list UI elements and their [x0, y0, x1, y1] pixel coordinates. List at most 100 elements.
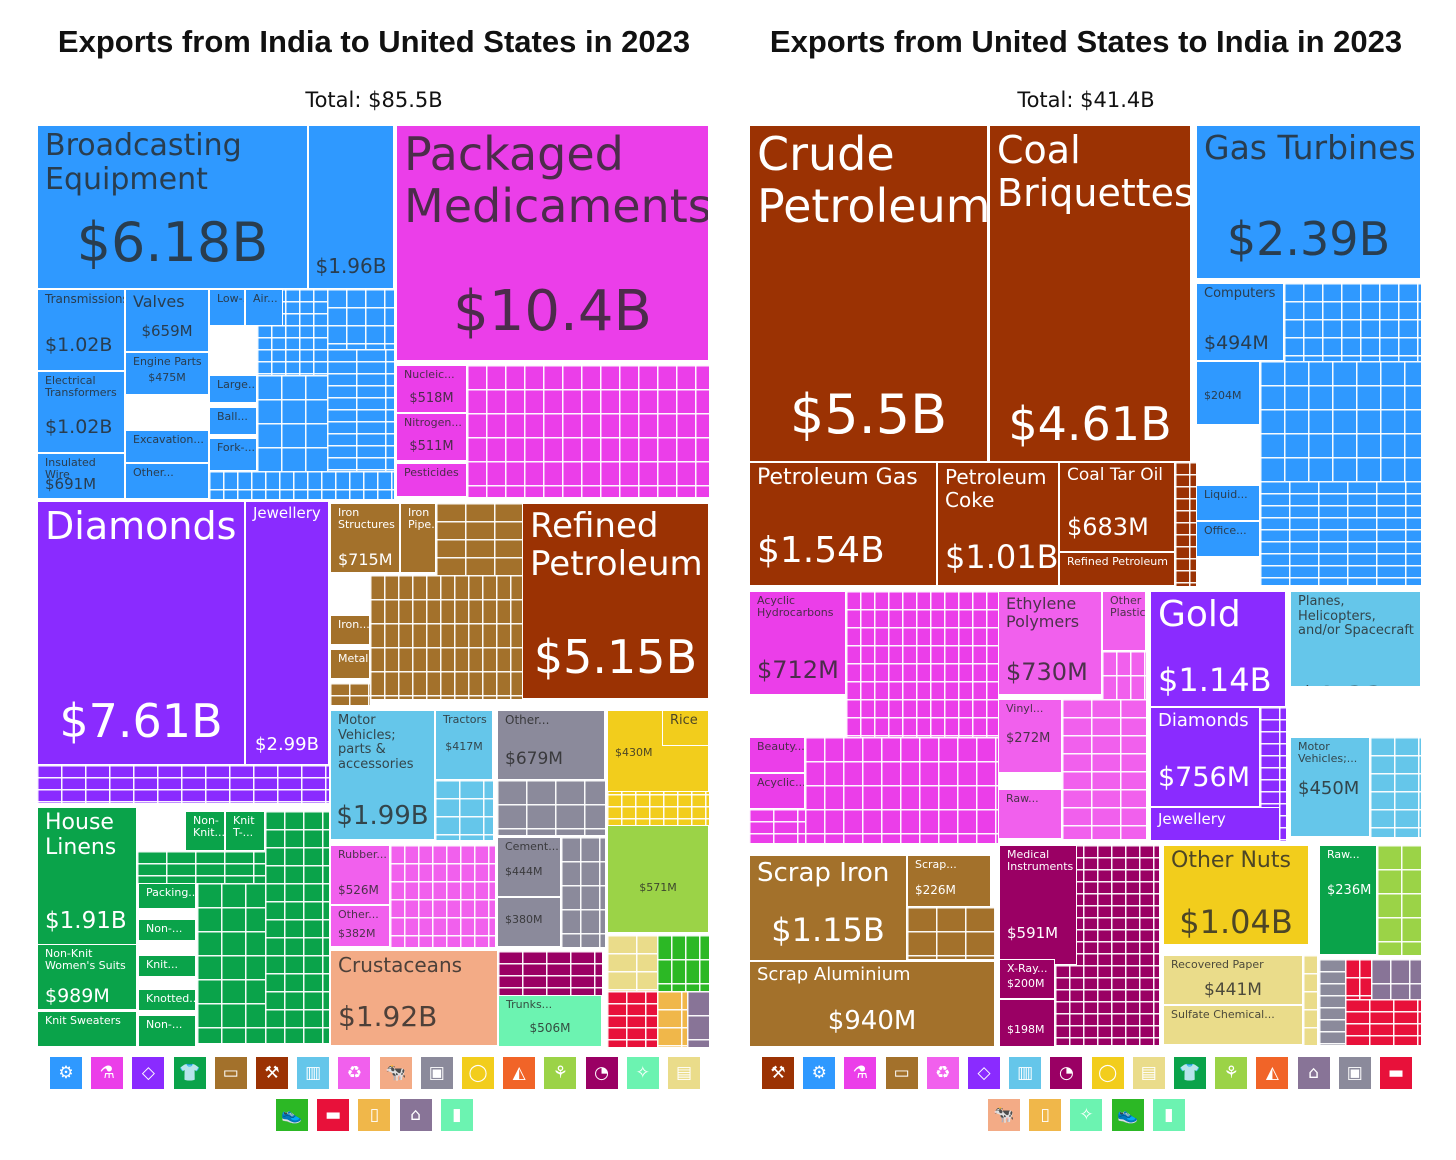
us-india-tile-204m[interactable]: $204M — [1196, 361, 1260, 425]
india-us-tile-metal[interactable]: Metal... — [330, 649, 370, 679]
india-us-tile-non[interactable]: Non-... — [138, 919, 196, 941]
recycle-icon[interactable]: ♻ — [338, 1057, 371, 1089]
us-india-tile-planes-helicopters-and-or-spacecraft[interactable]: Planes, Helicopters, and/or Spacecraft $1… — [1290, 591, 1421, 687]
us-india-tile-coal-briquettes[interactable]: Coal Briquettes $4.61B — [989, 125, 1191, 462]
gauge-icon[interactable]: ◔ — [1050, 1057, 1083, 1089]
india-us-tile-packaged-medicaments[interactable]: Packaged Medicaments $10.4B — [396, 125, 709, 361]
india-us-tile-380m[interactable]: $380M — [497, 897, 561, 947]
india-us-tile-571m[interactable]: $571M — [607, 825, 709, 933]
us-india-tile-beauty[interactable]: Beauty... — [749, 737, 805, 773]
us-india-tile-office[interactable]: Office... — [1196, 521, 1260, 557]
fruit-icon[interactable]: ◯ — [1091, 1057, 1124, 1089]
india-us-tile-crustaceans[interactable]: Crustaceans $1.92B — [330, 950, 498, 1046]
jar-icon[interactable]: ▯ — [358, 1099, 391, 1131]
anvil-icon[interactable]: ▭ — [214, 1057, 247, 1089]
india-us-tile-knit-t[interactable]: Knit T-... — [225, 811, 265, 851]
india-us-tile-other[interactable]: Other... — [125, 463, 209, 499]
us-india-tile-acyclic-hydrocarbons[interactable]: Acyclic Hydrocarbons $712M — [749, 591, 846, 695]
india-us-tile-valves[interactable]: Valves $659M — [125, 289, 209, 352]
ticket-icon[interactable]: ▬ — [317, 1099, 350, 1131]
india-us-tile-electrical-transformers[interactable]: Electrical Transformers $1.02B — [37, 371, 125, 453]
india-us-tile-jewellery[interactable]: Jewellery $2.99B — [245, 501, 329, 765]
us-india-tile-scrap[interactable]: Scrap... $226M — [907, 855, 991, 907]
us-india-tile-raw[interactable]: Raw... $236M — [1319, 845, 1377, 955]
india-us-tile-motor-vehicles-parts-accessories[interactable]: Motor Vehicles; parts & accessories $1.99… — [330, 710, 435, 840]
us-india-tile-coal-tar-oil[interactable]: Coal Tar Oil $683M — [1059, 462, 1175, 552]
india-us-tile-ball[interactable]: Ball... — [209, 407, 257, 435]
flask-icon[interactable]: ⚗ — [844, 1057, 877, 1089]
paper-icon[interactable]: ▤ — [668, 1057, 700, 1089]
pickaxe-icon[interactable]: ⚒ — [762, 1057, 794, 1089]
us-india-tile-ethylene-polymers[interactable]: Ethylene Polymers $730M — [998, 591, 1102, 695]
india-us-tile-non-knit-women-s-suits[interactable]: Non-Knit Women's Suits $989M — [37, 944, 137, 1010]
us-india-tile-motor-vehicles[interactable]: Motor Vehicles;... $450M — [1290, 737, 1370, 837]
us-india-tile-medical-instruments[interactable]: Medical Instruments $591M — [999, 845, 1077, 965]
india-us-tile-other[interactable]: Other... $679M — [497, 710, 605, 780]
india-us-tile-trunks[interactable]: Trunks... $506M — [498, 995, 602, 1047]
box-icon[interactable]: ▣ — [420, 1057, 453, 1089]
easel-icon[interactable]: ⌂ — [1297, 1057, 1330, 1089]
us-india-tile-acyclic[interactable]: Acyclic... — [749, 773, 805, 809]
road-icon[interactable]: ▥ — [1009, 1057, 1042, 1089]
shoe-icon[interactable]: 👟 — [276, 1099, 308, 1131]
us-india-tile-jewellery[interactable]: Jewellery — [1150, 807, 1280, 841]
india-us-tile-other[interactable]: Other... $382M — [330, 905, 390, 947]
india-us-tile-knotted[interactable]: Knotted... — [138, 989, 196, 1011]
india-us-tile-iron-structures[interactable]: Iron Structures $715M — [330, 503, 400, 573]
bullets-icon[interactable]: ▮ — [440, 1099, 473, 1131]
road-icon[interactable]: ▥ — [297, 1057, 330, 1089]
india-us-tile-pesticides[interactable]: Pesticides — [396, 463, 467, 497]
india-us-tile-iron[interactable]: Iron... — [330, 615, 370, 645]
india-us-tile-low[interactable]: Low-... — [209, 289, 245, 326]
india-us-tile-large[interactable]: Large... — [209, 375, 257, 403]
sandwich-icon[interactable]: ◭ — [1256, 1057, 1289, 1089]
us-india-tile-198m[interactable]: $198M — [999, 999, 1055, 1047]
us-india-tile-refined-petroleum[interactable]: Refined Petroleum — [1059, 552, 1175, 586]
us-india-tile-x-ray[interactable]: X-Ray... $200M — [999, 959, 1055, 999]
box-icon[interactable]: ▣ — [1338, 1057, 1371, 1089]
india-us-tile-cement[interactable]: Cement... $444M — [497, 837, 561, 897]
us-india-tile-diamonds[interactable]: Diamonds $756M — [1150, 707, 1260, 807]
wheat-icon[interactable]: ⚘ — [544, 1057, 577, 1089]
india-us-tile-engine-parts[interactable]: Engine Parts $475M — [125, 352, 209, 395]
india-us-tile-nitrogen[interactable]: Nitrogen... $511M — [396, 413, 467, 461]
paper-icon[interactable]: ▤ — [1132, 1057, 1165, 1089]
india-us-tile-knit-sweaters[interactable]: Knit Sweaters — [37, 1011, 137, 1047]
india-us-tile-1-96b[interactable]: $1.96B — [308, 125, 394, 289]
us-india-tile-raw[interactable]: Raw... — [998, 789, 1062, 839]
diamond-icon[interactable]: ◇ — [132, 1057, 165, 1089]
wheat-icon[interactable]: ⚘ — [1215, 1057, 1248, 1089]
india-us-tile-rice[interactable]: Rice — [662, 710, 709, 746]
gauge-icon[interactable]: ◔ — [585, 1057, 618, 1089]
india-us-tile-nucleic[interactable]: Nucleic... $518M — [396, 365, 467, 413]
sandwich-icon[interactable]: ◭ — [503, 1057, 536, 1089]
gear-icon[interactable]: ⚙ — [50, 1057, 82, 1089]
us-india-tile-crude-petroleum[interactable]: Crude Petroleum $5.5B — [749, 125, 988, 462]
pickaxe-icon[interactable]: ⚒ — [256, 1057, 288, 1089]
bullets-icon[interactable]: ▮ — [1152, 1099, 1185, 1131]
shoe-icon[interactable]: 👟 — [1111, 1099, 1144, 1131]
fruit-icon[interactable]: ◯ — [462, 1057, 494, 1089]
india-us-tile-refined-petroleum[interactable]: Refined Petroleum $5.15B — [522, 503, 709, 699]
us-india-tile-scrap-aluminium[interactable]: Scrap Aluminium $940M — [749, 961, 995, 1047]
us-india-tile-liquid[interactable]: Liquid... — [1196, 485, 1260, 521]
us-india-tile-other-nuts[interactable]: Other Nuts $1.04B — [1163, 845, 1309, 945]
us-india-tile-gas-turbines[interactable]: Gas Turbines $2.39B — [1196, 125, 1421, 279]
india-us-tile-air[interactable]: Air... — [245, 289, 283, 326]
us-india-tile-vinyl[interactable]: Vinyl... $272M — [998, 699, 1062, 773]
flask-icon[interactable]: ⚗ — [91, 1057, 124, 1089]
us-india-tile-computers[interactable]: Computers $494M — [1196, 283, 1284, 361]
cow-icon[interactable]: 🐄 — [988, 1099, 1020, 1131]
ticket-icon[interactable]: ▬ — [1380, 1057, 1412, 1089]
india-us-tile-diamonds[interactable]: Diamonds $7.61B — [37, 501, 245, 765]
hide-icon[interactable]: ✧ — [626, 1057, 659, 1089]
india-us-tile-non-knit[interactable]: Non-Knit... — [185, 811, 225, 851]
gear-icon[interactable]: ⚙ — [803, 1057, 836, 1089]
diamond-icon[interactable]: ◇ — [968, 1057, 1000, 1089]
cow-icon[interactable]: 🐄 — [379, 1057, 412, 1089]
us-india-tile-other-plastic[interactable]: Other Plastic... — [1102, 591, 1146, 651]
india-us-tile-insulated-wire[interactable]: Insulated Wire $691M — [37, 453, 125, 499]
india-us-tile-broadcasting-equipment[interactable]: Broadcasting Equipment $6.18B — [37, 125, 308, 289]
india-us-tile-tractors[interactable]: Tractors $417M — [435, 710, 493, 780]
recycle-icon[interactable]: ♻ — [926, 1057, 959, 1089]
